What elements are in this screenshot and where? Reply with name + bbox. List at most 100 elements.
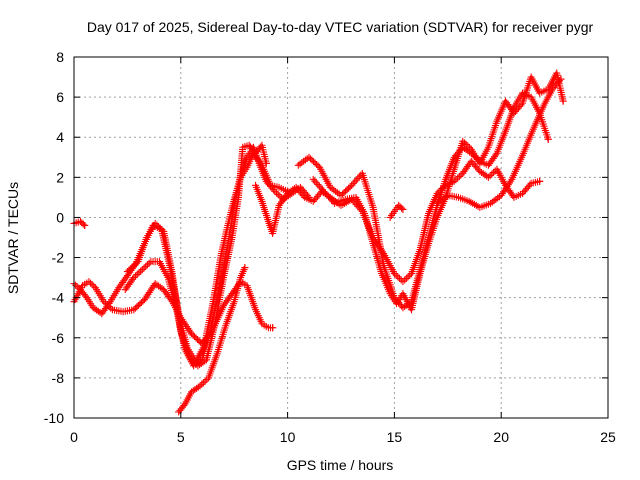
data-point [326,194,334,202]
data-point [79,220,87,228]
data-point [299,192,307,200]
y-tick-label: 0 [56,209,64,225]
data-point [274,191,282,199]
data-point [132,272,140,280]
data-point [517,101,525,109]
data-point [300,157,308,165]
data-point [460,139,468,147]
series-track-10 [386,201,407,221]
data-point [323,191,331,199]
data-point [314,180,322,188]
data-point [349,180,357,188]
grid [74,57,608,418]
series-track-9 [309,69,567,314]
data-point [143,261,151,269]
data-point [145,259,153,267]
data-point [88,281,96,289]
data-point [486,172,494,180]
data-point [348,181,356,189]
data-point [150,281,158,289]
data-point [312,179,320,187]
data-point [201,377,209,385]
data-point [503,182,511,190]
data-point [465,197,473,205]
data-point [301,156,309,164]
data-point [494,194,502,202]
data-point [198,380,206,388]
data-point [75,284,83,292]
data-point [556,77,564,85]
data-point [294,161,302,169]
x-tick-label: 5 [177,429,185,445]
data-point [196,382,204,390]
data-point [501,186,509,194]
data-point [133,270,141,278]
data-point [487,199,495,207]
data-point [187,355,195,363]
x-tick-label: 20 [493,429,509,445]
data-point [271,187,279,195]
data-point [315,182,323,190]
data-point [471,200,478,208]
data-point [490,169,498,177]
data-point [355,173,363,181]
data-point [402,274,410,282]
data-point [129,275,137,283]
data-point [318,186,326,194]
data-point [437,197,445,205]
data-point [324,193,332,201]
data-point [320,187,328,195]
data-point [440,194,448,202]
data-point [442,193,450,201]
y-tick-label: 8 [56,49,64,65]
x-tick-label: 15 [387,429,403,445]
x-axis-label: GPS time / hours [287,457,394,473]
data-point [490,197,498,205]
data-point [81,221,89,229]
data-point [199,379,207,387]
data-point [180,402,188,410]
y-tick-label: -4 [52,290,65,306]
data-point [317,184,325,192]
data-point [142,294,150,302]
data-point [189,357,197,365]
data-point [140,296,148,304]
data-point [332,187,340,195]
data-point [130,274,138,282]
data-point [330,186,338,194]
data-point [504,181,512,189]
data-point [354,174,362,182]
y-tick-label: -6 [52,330,65,346]
data-point [146,287,154,295]
data-point [135,269,143,277]
data-point [488,198,496,206]
x-tick-label: 10 [280,429,296,445]
data-point [351,178,359,186]
data-point [272,189,280,197]
data-point [262,159,270,167]
data-point [404,273,412,281]
data-point [399,278,407,286]
series-track-11 [433,75,565,211]
data-point [435,198,443,206]
data-point [151,219,159,227]
data-point [269,186,277,194]
plot-frame [73,56,609,419]
data-point [333,189,341,197]
data-point [394,273,402,281]
data-point [433,199,441,207]
data-point [466,144,474,152]
data-point [311,177,319,185]
data-point [328,196,336,204]
series-track-1 [70,217,89,229]
data-point [241,264,249,272]
data-point [156,224,164,232]
axis-ticks: 0 5 10 15 20 25 -10 -8 -6 -4 -2 0 2 4 6 8 [44,49,616,445]
x-tick-label: 25 [600,429,616,445]
data-point [497,191,505,199]
y-tick-label: -2 [52,250,65,266]
data-point [495,193,503,201]
data-point [507,177,515,185]
data-point [328,185,336,193]
